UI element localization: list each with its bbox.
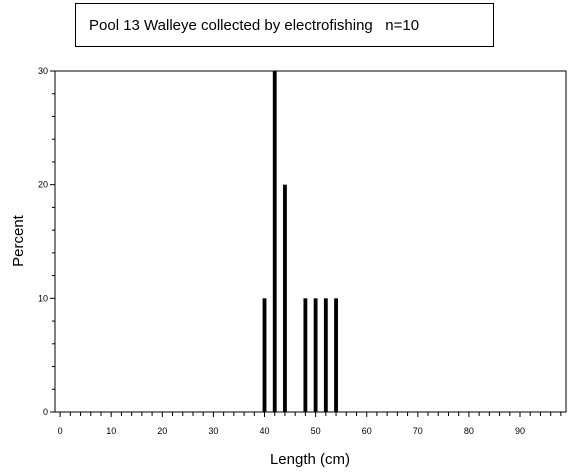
y-tick-label: 30 [38,66,48,76]
x-tick-label: 30 [208,426,218,436]
x-tick-label: 70 [413,426,423,436]
x-tick-label: 80 [464,426,474,436]
x-axis: 0 10 20 30 40 50 60 70 80 90 [58,412,562,436]
histogram-bar [323,298,328,412]
chart-title: Pool 13 Walleye collected by electrofish… [89,17,420,34]
histogram-bar [283,184,287,412]
x-tick-label: 60 [362,426,372,436]
x-tick-label: 0 [58,426,63,436]
y-tick-label: 10 [38,293,48,303]
histogram-bar [262,298,267,412]
chart-title-box: Pool 13 Walleye collected by electrofish… [75,3,494,47]
histogram-bar [313,298,318,412]
histogram-bar [303,298,308,412]
y-axis: 0 10 20 30 [38,66,55,417]
x-tick-label: 50 [311,426,321,436]
x-tick-label: 90 [515,426,525,436]
histogram-bar [334,298,338,412]
x-tick-label: 40 [260,426,270,436]
x-tick-label: 10 [106,426,116,436]
bars-group [262,71,338,412]
y-tick-label: 20 [38,180,48,190]
histogram-bar [272,71,277,412]
x-axis-label: Length (cm) [270,451,350,468]
plot-frame [54,70,567,413]
y-tick-label: 0 [43,407,48,417]
x-tick-label: 20 [157,426,167,436]
y-axis-label: Percent [10,214,27,267]
